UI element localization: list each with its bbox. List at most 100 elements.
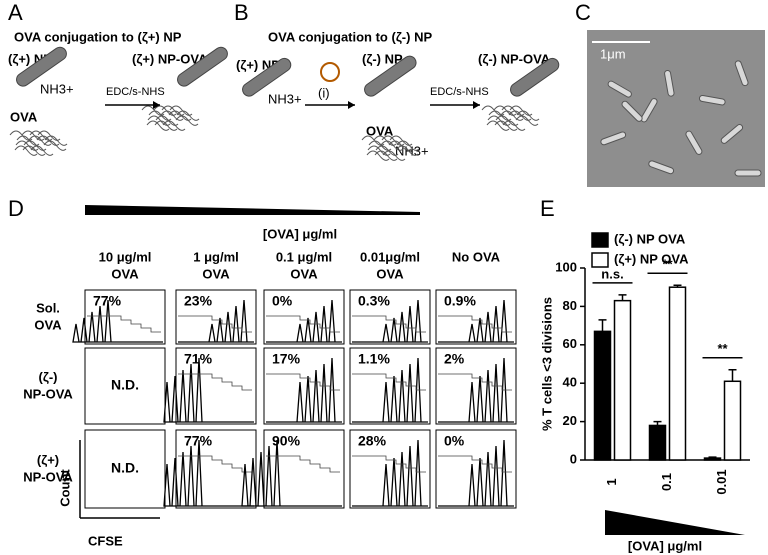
nanorod bbox=[510, 57, 560, 97]
axis-label: [OVA] μg/ml bbox=[628, 538, 702, 553]
protein bbox=[44, 135, 68, 146]
protein bbox=[146, 120, 170, 131]
bar bbox=[668, 286, 687, 461]
panel-letter: D bbox=[8, 196, 24, 221]
protein bbox=[22, 145, 46, 156]
histogram-cell bbox=[84, 347, 166, 425]
error-bar bbox=[653, 420, 662, 426]
gate-steps bbox=[266, 455, 340, 473]
rod-image bbox=[600, 131, 627, 146]
histogram-cell bbox=[263, 289, 345, 345]
y-tick-label: 60 bbox=[563, 336, 577, 351]
arrowhead bbox=[473, 101, 480, 109]
percent-label: 23% bbox=[184, 293, 213, 309]
row-label: NP-OVA bbox=[23, 386, 73, 401]
label: NH3+ bbox=[268, 91, 302, 106]
column-header: 1 μg/ml bbox=[193, 249, 239, 264]
percent-label: 77% bbox=[93, 293, 122, 309]
arrowhead bbox=[153, 101, 160, 109]
histogram-cell bbox=[349, 289, 431, 345]
y-tick-label: 80 bbox=[563, 298, 577, 313]
percent-label: N.D. bbox=[111, 460, 139, 476]
rod-image bbox=[621, 100, 643, 122]
legend-label: (ζ+) NP OVA bbox=[614, 251, 689, 266]
histogram bbox=[352, 299, 428, 343]
legend-swatch bbox=[591, 232, 609, 248]
annotation: n.s. bbox=[601, 266, 623, 281]
gate-steps bbox=[178, 315, 252, 333]
annotation: ** bbox=[717, 341, 728, 356]
rod-image bbox=[698, 94, 726, 106]
column-header: OVA bbox=[290, 266, 318, 281]
sem-image bbox=[587, 30, 765, 187]
gradient-wedge bbox=[605, 510, 745, 535]
rod-image bbox=[720, 124, 744, 144]
row-label: (ζ-) bbox=[39, 369, 58, 384]
protein bbox=[175, 115, 199, 126]
percent-label: 77% bbox=[184, 433, 213, 449]
protein bbox=[28, 135, 52, 146]
histogram-cell bbox=[84, 429, 166, 509]
label: (i) bbox=[318, 85, 330, 100]
histogram bbox=[438, 299, 514, 343]
histogram-cell bbox=[175, 289, 257, 345]
protein bbox=[160, 110, 184, 121]
percent-label: 28% bbox=[358, 433, 387, 449]
protein bbox=[366, 150, 390, 161]
rod-image bbox=[607, 80, 632, 98]
gate-steps bbox=[87, 315, 161, 333]
panel-title: OVA conjugation to (ζ-) NP bbox=[268, 29, 432, 44]
histogram bbox=[163, 357, 254, 423]
bar bbox=[613, 299, 632, 461]
protein bbox=[396, 140, 420, 151]
annotation: ** bbox=[662, 257, 673, 272]
column-header: OVA bbox=[376, 266, 404, 281]
percent-label: 0.3% bbox=[358, 293, 390, 309]
protein bbox=[500, 110, 524, 121]
histogram bbox=[352, 357, 428, 423]
histogram bbox=[438, 357, 514, 423]
axis-label: % T cells <3 divisions bbox=[539, 297, 554, 431]
gate-steps bbox=[178, 455, 252, 473]
histogram-cell bbox=[349, 347, 431, 425]
error-bar bbox=[673, 284, 682, 288]
scale-bar-label: 1μm bbox=[600, 46, 626, 61]
label: OVA bbox=[366, 123, 394, 138]
histogram bbox=[266, 299, 342, 343]
protein bbox=[382, 150, 406, 161]
column-header: 10 μg/ml bbox=[99, 249, 152, 264]
label: EDC/s-NHS bbox=[430, 86, 489, 98]
label: (ζ-) NP-OVA bbox=[478, 51, 551, 66]
percent-label: 2% bbox=[444, 351, 465, 367]
histogram-cell bbox=[349, 429, 431, 509]
histogram-cell bbox=[435, 429, 517, 509]
protein bbox=[502, 120, 526, 131]
label: (ζ-) NP bbox=[362, 51, 403, 66]
gate-steps bbox=[266, 315, 340, 333]
legend-swatch bbox=[591, 252, 609, 268]
column-header: No OVA bbox=[452, 249, 501, 264]
panel-letter: A bbox=[8, 0, 23, 25]
gate-steps bbox=[178, 373, 252, 391]
gate-steps bbox=[352, 373, 426, 391]
protein bbox=[494, 120, 518, 131]
error-bar bbox=[728, 369, 737, 382]
legend-label: (ζ-) NP OVA bbox=[614, 231, 686, 246]
rod-image bbox=[640, 98, 658, 123]
histogram bbox=[163, 439, 254, 507]
percent-label: N.D. bbox=[111, 377, 139, 393]
gate-steps bbox=[352, 315, 426, 333]
histogram-cell bbox=[263, 429, 345, 509]
nanorod bbox=[177, 46, 228, 87]
error-bar bbox=[618, 294, 627, 301]
label: OVA bbox=[10, 109, 38, 124]
gate-steps bbox=[352, 455, 426, 473]
row-label: OVA bbox=[34, 317, 62, 332]
anhydride bbox=[320, 62, 340, 82]
column-header: OVA bbox=[111, 266, 139, 281]
bar bbox=[593, 330, 612, 461]
percent-label: 17% bbox=[272, 351, 301, 367]
protein bbox=[486, 120, 510, 131]
rod-image bbox=[664, 69, 675, 97]
protein bbox=[515, 115, 539, 126]
